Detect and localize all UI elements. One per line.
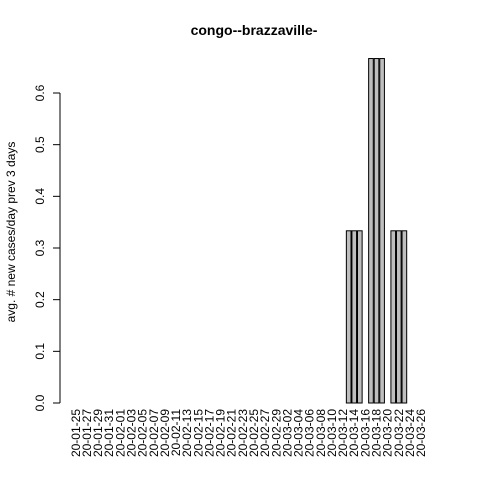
x-tick-label: 20-02-25 [247, 409, 261, 457]
x-tick-label: 20-01-25 [69, 409, 83, 457]
y-tick-label: 0.1 [33, 343, 47, 360]
x-tick-label: 20-01-27 [80, 409, 94, 457]
x-tick-label: 20-02-29 [269, 409, 283, 457]
bar [356, 230, 363, 404]
y-tick-label: 0.3 [33, 239, 47, 256]
chart-title: congo--brazzaville- [191, 22, 318, 38]
x-tick-label: 20-02-01 [113, 409, 127, 457]
x-tick-label: 20-03-18 [370, 409, 384, 457]
x-tick-label: 20-02-21 [225, 409, 239, 457]
bar [373, 58, 380, 404]
x-tick-label: 20-02-11 [169, 409, 183, 456]
x-tick-label: 20-03-12 [336, 409, 350, 457]
x-tick-label: 20-02-19 [214, 409, 228, 457]
bar [379, 58, 385, 404]
x-tick-label: 20-02-23 [236, 409, 250, 457]
x-tick-label: 20-03-24 [403, 409, 417, 457]
x-tick-label: 20-01-31 [102, 409, 116, 457]
x-tick-label: 20-02-17 [202, 409, 216, 457]
x-tick-label: 20-02-27 [258, 409, 272, 457]
x-tick-label: 20-01-29 [91, 409, 105, 457]
y-tick-label: 0.0 [33, 394, 47, 411]
bar [368, 58, 374, 404]
y-tick-label: 0.6 [33, 84, 47, 101]
x-tick-label: 20-03-26 [414, 409, 428, 457]
y-tick-label: 0.4 [33, 188, 47, 205]
x-tick-label: 20-03-14 [347, 409, 361, 457]
bar [401, 230, 408, 404]
x-tick-label: 20-02-05 [136, 409, 150, 457]
x-tick-label: 20-02-13 [180, 409, 194, 457]
x-tick-label: 20-03-06 [303, 409, 317, 457]
x-tick-label: 20-02-09 [158, 409, 172, 457]
x-tick-label: 20-03-02 [280, 409, 294, 457]
x-tick-label: 20-03-22 [392, 409, 406, 457]
x-tick-label: 20-03-04 [292, 409, 306, 457]
x-tick-label: 20-02-07 [147, 409, 161, 457]
x-tick-label: 20-03-20 [381, 409, 395, 457]
x-tick-label: 20-03-16 [358, 409, 372, 457]
bar [395, 230, 402, 404]
x-tick-label: 20-03-10 [325, 409, 339, 457]
y-tick-label: 0.2 [33, 291, 47, 308]
bar [390, 230, 397, 404]
x-tick-label: 20-02-03 [124, 409, 138, 457]
bar [345, 230, 352, 404]
x-tick-label: 20-03-08 [314, 409, 328, 457]
y-axis-label: avg. # new cases/day prev 3 days [4, 142, 18, 323]
y-tick-label: 0.5 [33, 136, 47, 153]
bar [351, 230, 358, 404]
x-tick-label: 20-02-15 [191, 409, 205, 457]
